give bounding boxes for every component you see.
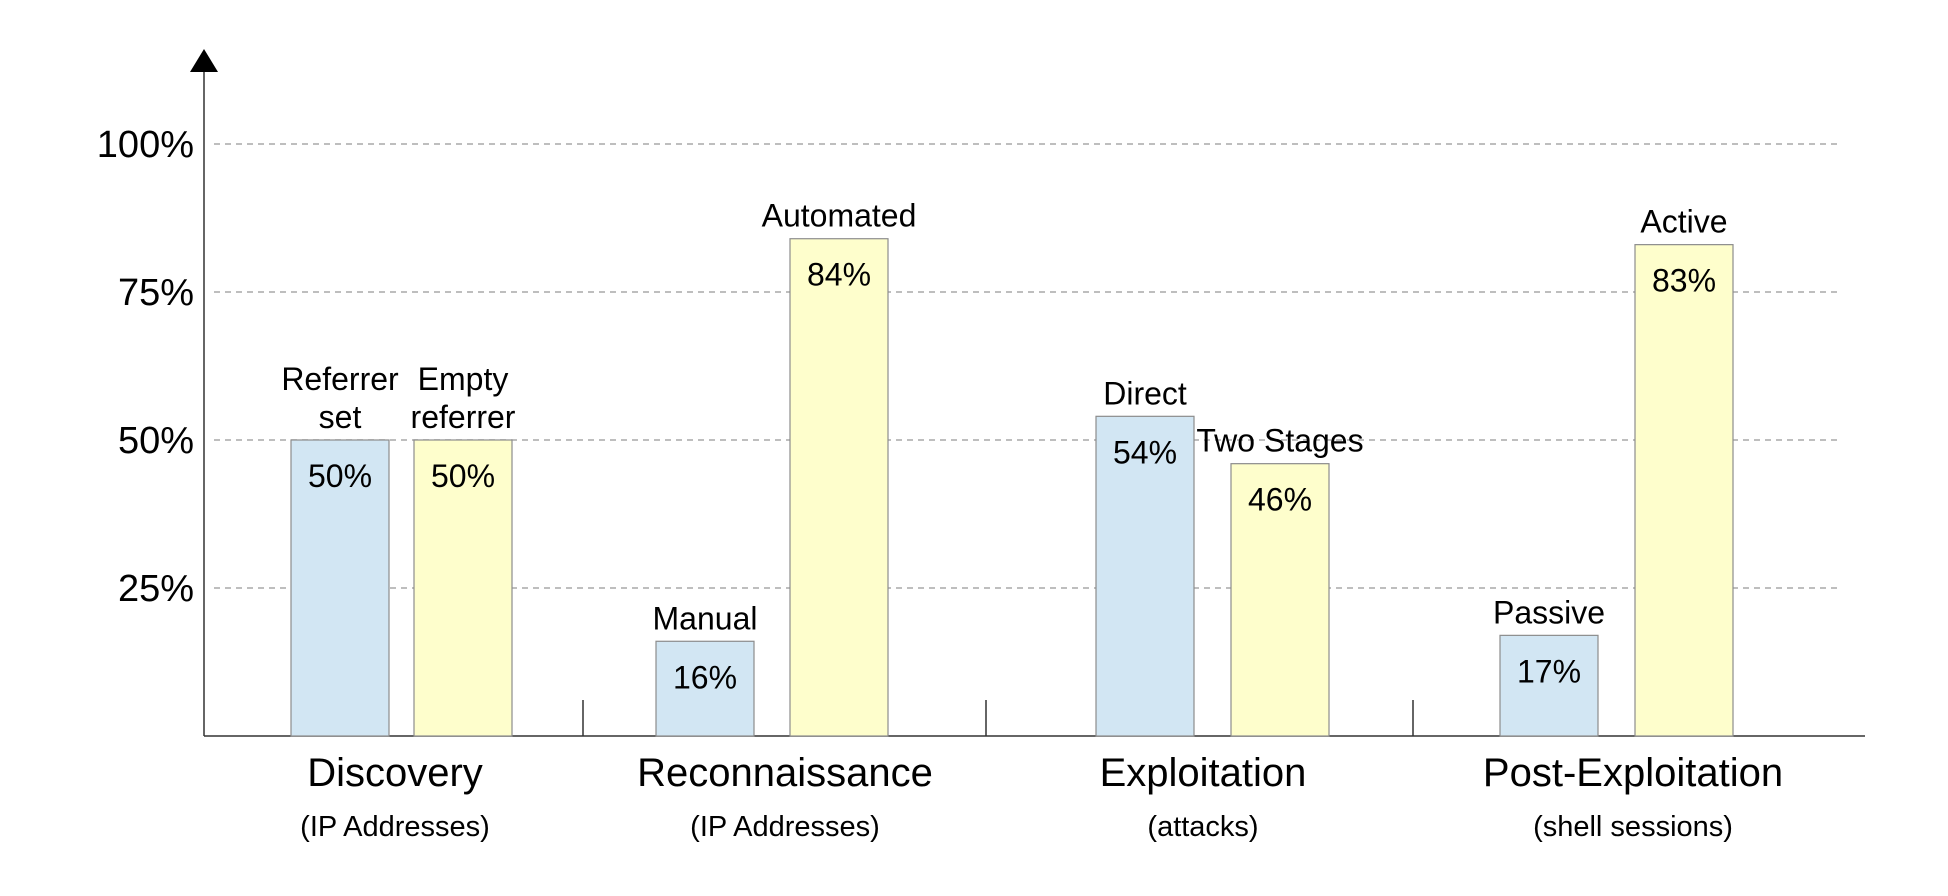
bar-category-label: referrer [411, 399, 516, 435]
gridlines [214, 143, 1842, 589]
y-tick-label: 75% [118, 272, 194, 314]
bar [1499, 634, 1599, 737]
bar-category-label: Two Stages [1196, 423, 1363, 459]
bar [789, 238, 889, 737]
bar-value-label: 50% [308, 458, 372, 494]
bar-value-label: 84% [807, 257, 871, 293]
bar-value-label: 54% [1113, 434, 1177, 470]
bar [655, 640, 755, 737]
bar [1634, 244, 1734, 737]
bar-category-label: Empty [418, 361, 509, 397]
group-name: Discovery [307, 751, 483, 795]
y-tick-label: 50% [118, 420, 194, 462]
group-name: Reconnaissance [637, 751, 933, 795]
bar-category-label: Referrer [281, 361, 399, 397]
y-axis-arrow-icon [190, 49, 218, 72]
group-name: Exploitation [1100, 751, 1307, 795]
group-subtitle: (IP Addresses) [300, 811, 490, 843]
bar-value-label: 16% [673, 659, 737, 695]
bar [413, 439, 513, 737]
bar [290, 439, 390, 737]
y-tick-label: 100% [97, 124, 194, 166]
bar-value-label: 83% [1652, 263, 1716, 299]
bar-value-label: 50% [431, 458, 495, 494]
group-subtitle: (shell sessions) [1533, 811, 1733, 843]
bar [1095, 415, 1195, 737]
bar-category-label: Automated [762, 198, 917, 234]
bar-category-label: set [319, 399, 362, 435]
bar-value-label: 17% [1517, 653, 1581, 689]
bar-category-label: Passive [1493, 594, 1605, 630]
y-tick-label: 25% [118, 568, 194, 610]
group-subtitle: (IP Addresses) [690, 811, 880, 843]
group-subtitle: (attacks) [1147, 811, 1258, 843]
bar-value-label: 46% [1248, 482, 1312, 518]
group-name: Post-Exploitation [1483, 751, 1783, 795]
bar-category-label: Manual [653, 600, 758, 636]
bar-category-label: Active [1640, 204, 1727, 240]
bars [290, 238, 1734, 737]
bar-category-label: Direct [1103, 375, 1187, 411]
bar [1230, 463, 1330, 737]
